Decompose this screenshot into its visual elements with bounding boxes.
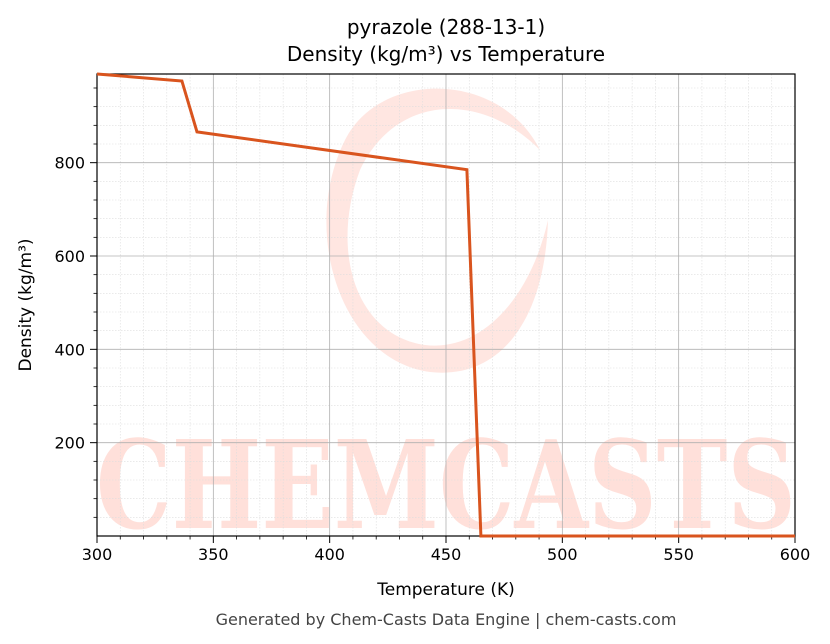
chart-title: pyrazole (288-13-1): [347, 15, 545, 39]
x-tick-label: 400: [314, 545, 345, 564]
x-tick-label: 500: [547, 545, 578, 564]
series-layer: [96, 72, 795, 538]
x-tick-label: 350: [198, 545, 229, 564]
y-axis: 200 400 600 800: [54, 87, 97, 518]
y-axis-label: Density (kg/m³): [16, 238, 36, 371]
x-tick-label: 550: [663, 545, 694, 564]
y-tick-label: 800: [54, 154, 85, 173]
x-axis-label: Temperature (K): [376, 580, 515, 600]
x-axis: 300 350 400 450 500 550 600: [82, 536, 811, 564]
x-tick-label: 600: [780, 545, 811, 564]
density-series-line: [96, 72, 795, 538]
x-tick-label: 300: [82, 545, 113, 564]
footer-credit: Generated by Chem-Casts Data Engine | ch…: [216, 610, 677, 629]
watermark-swirl: [326, 88, 548, 373]
y-tick-label: 600: [54, 247, 85, 266]
chart-subtitle: Density (kg/m³) vs Temperature: [287, 42, 605, 66]
y-tick-label: 200: [54, 434, 85, 453]
y-tick-label: 400: [54, 340, 85, 359]
x-tick-label: 450: [431, 545, 462, 564]
